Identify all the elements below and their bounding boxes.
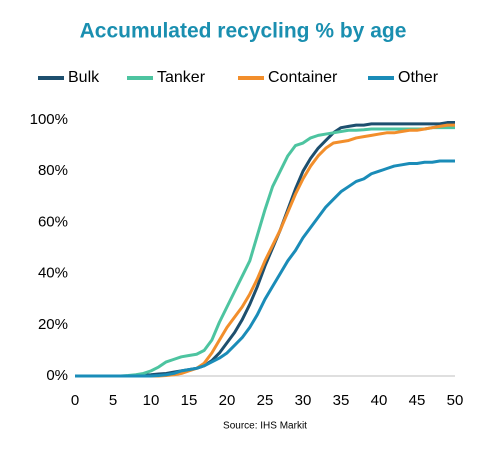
x-tick-label: 35 <box>333 392 350 409</box>
x-tick-label: 5 <box>109 392 117 409</box>
y-tick-label: 0% <box>46 367 68 384</box>
series-line <box>75 123 455 378</box>
y-tick-label: 20% <box>38 316 68 333</box>
x-tick-label: 40 <box>371 392 388 409</box>
y-tick-label: 80% <box>38 162 68 179</box>
x-tick-label: 15 <box>181 392 198 409</box>
series-line <box>75 121 455 378</box>
x-tick-label: 0 <box>71 392 79 409</box>
legend-label: Tanker <box>157 69 206 86</box>
legend-label: Bulk <box>68 69 100 86</box>
y-tick-label: 40% <box>38 265 68 282</box>
x-tick-label: 10 <box>143 392 160 409</box>
y-tick-label: 100% <box>30 111 68 128</box>
x-tick-label: 25 <box>257 392 274 409</box>
chart-title: Accumulated recycling % by age <box>80 20 407 43</box>
legend-label: Other <box>398 69 439 86</box>
series-line <box>75 126 455 378</box>
x-tick-label: 20 <box>219 392 236 409</box>
x-tick-label: 30 <box>295 392 312 409</box>
source: Source: IHS Markit <box>223 421 307 432</box>
series-line <box>75 159 455 378</box>
x-tick-label: 45 <box>409 392 426 409</box>
x-tick-label: 50 <box>447 392 464 409</box>
legend-label: Container <box>268 69 338 86</box>
y-tick-label: 60% <box>38 213 68 230</box>
